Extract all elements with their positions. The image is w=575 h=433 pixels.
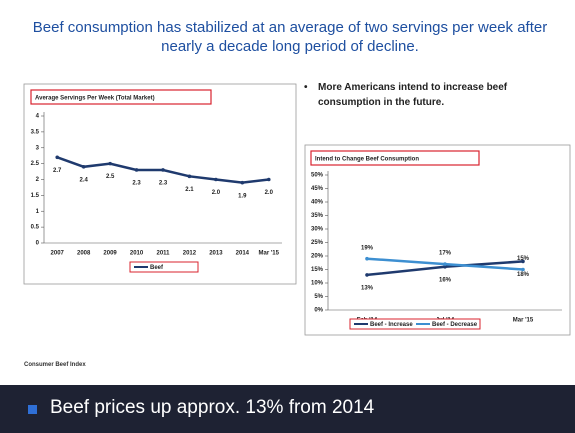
data-point <box>134 168 139 172</box>
data-label: 2.5 <box>106 174 115 180</box>
x-tick-label: 2011 <box>156 251 170 257</box>
y-tick-label: 2.5 <box>31 161 40 167</box>
data-label: 19% <box>361 245 374 251</box>
data-label: 17% <box>439 251 452 257</box>
y-tick-label: 1.5 <box>31 193 40 199</box>
legend-label: Beef - Increase <box>370 322 413 328</box>
data-point <box>443 262 447 266</box>
y-tick-label: 45% <box>311 186 324 192</box>
legend-box <box>129 261 199 273</box>
y-tick-label: 4 <box>36 114 40 120</box>
source: Consumer Beef Index <box>24 362 86 368</box>
data-label: 18% <box>517 272 530 278</box>
y-tick-label: 25% <box>311 240 324 246</box>
y-tick-label: 3.5 <box>31 129 40 135</box>
data-point <box>240 180 245 185</box>
y-tick-label: 40% <box>311 200 324 206</box>
data-point <box>521 267 525 272</box>
legend-box <box>349 318 481 330</box>
data-point <box>161 168 165 172</box>
y-tick-label: 3 <box>36 145 40 151</box>
chart-title-box <box>310 150 480 166</box>
data-point <box>365 273 369 277</box>
data-label: 2.0 <box>265 190 274 196</box>
x-tick-label: 2014 <box>236 251 250 257</box>
data-label: 2.0 <box>212 190 221 196</box>
y-tick-label: 50% <box>311 173 324 179</box>
y-tick-label: 2 <box>36 177 40 183</box>
x-tick-label: Mar '15 <box>259 251 280 257</box>
data-label: 16% <box>439 277 452 283</box>
y-tick-label: 0% <box>314 308 323 314</box>
y-tick-label: 15% <box>311 267 324 273</box>
y-tick-label: 35% <box>311 213 324 219</box>
y-tick-label: 30% <box>311 227 324 233</box>
data-point <box>187 174 192 179</box>
y-tick-label: 1 <box>36 209 40 215</box>
data-point <box>108 161 112 166</box>
data-label: 2.7 <box>53 168 62 174</box>
data-point <box>81 165 86 169</box>
chart-frame <box>23 83 297 285</box>
data-point <box>214 177 218 182</box>
data-point <box>365 256 369 261</box>
x-tick-label: 2012 <box>183 251 197 257</box>
x-tick-label: 2009 <box>103 251 117 257</box>
banner-text: Beef prices up approx. 13% from 2014 <box>50 397 375 418</box>
y-tick-label: 10% <box>311 281 324 287</box>
data-point <box>266 177 271 182</box>
y-tick-label: 0 <box>36 241 40 247</box>
data-label: 1.9 <box>238 193 247 199</box>
data-label: 2.1 <box>185 187 194 193</box>
data-label: 2.3 <box>132 181 141 187</box>
x-tick-label: 2008 <box>77 251 91 257</box>
chart-frame <box>304 144 571 336</box>
y-tick-label: 0.5 <box>31 225 40 231</box>
data-point <box>443 265 447 269</box>
x-tick-label: 2007 <box>51 251 65 257</box>
x-tick-label: 2010 <box>130 251 144 257</box>
x-tick-label: 2013 <box>209 251 223 257</box>
data-label: 2.3 <box>159 181 168 187</box>
chart-title: Average Servings Per Week (Total Market) <box>35 96 155 102</box>
chart-title-box <box>30 89 212 105</box>
charts: Average Servings Per Week (Total Market)… <box>23 83 571 336</box>
legend-label: Beef <box>150 265 164 271</box>
y-tick-label: 20% <box>311 254 324 260</box>
banner-bullet <box>28 405 37 414</box>
data-label: 15% <box>517 256 530 262</box>
data-label: 13% <box>361 285 374 291</box>
headline: Beef consumption has stabilized at an av… <box>32 19 548 55</box>
chart-title: Intend to Change Beef Consumption <box>315 157 419 163</box>
legend-label: Beef - Decrease <box>432 322 478 328</box>
y-tick-label: 5% <box>314 294 323 300</box>
banner: Beef prices up approx. 13% from 2014 <box>0 385 575 433</box>
data-point <box>521 259 525 264</box>
data-label: 2.4 <box>79 177 88 183</box>
bullet: More Americans intend to increase beef c… <box>304 80 568 110</box>
x-tick-label: Mar '15 <box>513 318 534 324</box>
data-point <box>55 155 60 160</box>
